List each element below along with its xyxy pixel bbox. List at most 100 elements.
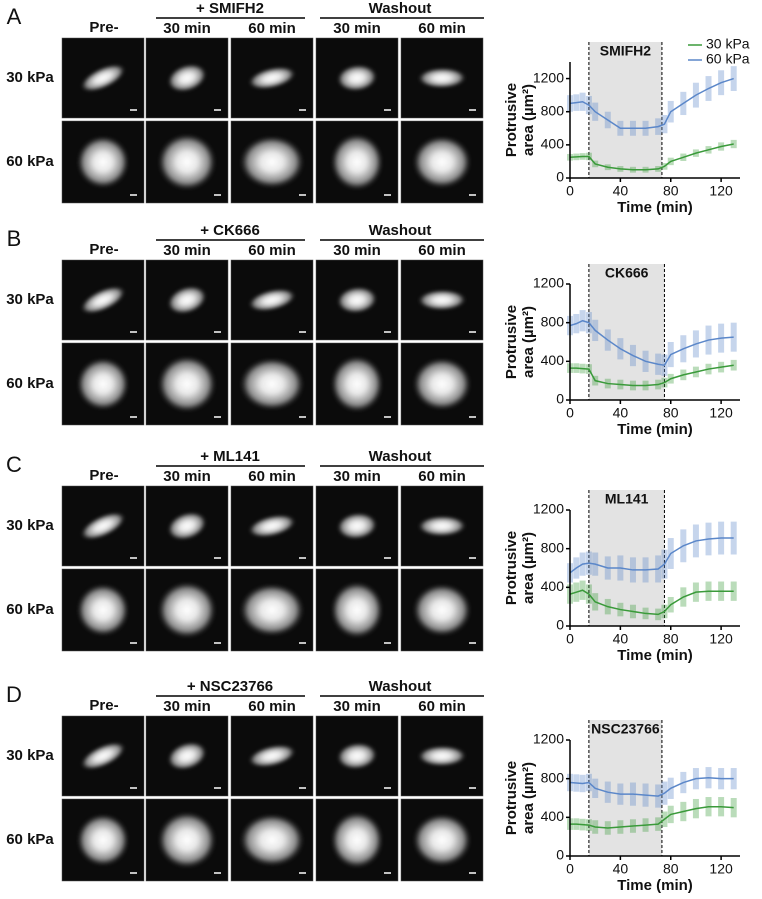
cell bbox=[248, 514, 296, 538]
x-tick-label: 40 bbox=[613, 183, 629, 199]
column-header: + CK666 bbox=[200, 222, 260, 239]
treatment-shade bbox=[588, 42, 662, 178]
cell bbox=[240, 584, 304, 636]
cell bbox=[337, 286, 377, 314]
cell bbox=[77, 136, 129, 188]
cell bbox=[158, 356, 216, 412]
cell bbox=[413, 584, 471, 636]
cell bbox=[413, 814, 471, 866]
row-label: 30 kPa bbox=[6, 291, 54, 308]
cell bbox=[80, 512, 126, 540]
x-tick-label: 40 bbox=[613, 861, 629, 877]
column-header: Washout bbox=[369, 222, 432, 239]
column-header: 30 min bbox=[163, 242, 211, 259]
cell bbox=[331, 812, 383, 868]
y-tick-label: 400 bbox=[541, 352, 565, 368]
cell bbox=[418, 289, 466, 311]
y-tick-label: 1200 bbox=[533, 275, 564, 291]
series-line bbox=[569, 77, 734, 130]
y-tick-label: 800 bbox=[541, 102, 565, 118]
x-tick-label: 0 bbox=[566, 631, 574, 647]
cell bbox=[418, 515, 466, 537]
cell bbox=[80, 286, 126, 314]
column-header: 30 min bbox=[163, 20, 211, 37]
series-line bbox=[569, 143, 734, 171]
treatment-label: SMIFH2 bbox=[600, 43, 652, 59]
y-axis-label: area (µm²) bbox=[520, 532, 537, 604]
y-tick-label: 0 bbox=[556, 617, 564, 633]
legend-label: 30 kPa bbox=[706, 36, 750, 52]
y-tick-label: 0 bbox=[556, 391, 564, 407]
cell bbox=[418, 67, 466, 89]
x-tick-label: 80 bbox=[663, 405, 679, 421]
x-tick-label: 120 bbox=[709, 405, 733, 421]
cell bbox=[413, 136, 471, 188]
cell bbox=[337, 742, 377, 770]
cell bbox=[80, 742, 126, 770]
column-header: 30 min bbox=[163, 698, 211, 715]
column-header: Pre- bbox=[89, 697, 118, 714]
treatment-label: ML141 bbox=[605, 491, 649, 507]
panel-letter: D bbox=[6, 682, 22, 707]
column-header: 30 min bbox=[333, 242, 381, 259]
column-header: 60 min bbox=[248, 242, 296, 259]
column-header: 60 min bbox=[248, 698, 296, 715]
cell bbox=[337, 64, 377, 92]
column-header: + ML141 bbox=[200, 448, 260, 465]
x-tick-label: 40 bbox=[613, 405, 629, 421]
y-axis-label: Protrusive bbox=[503, 761, 520, 835]
series-line bbox=[570, 364, 734, 387]
column-header: 30 min bbox=[163, 468, 211, 485]
cell bbox=[167, 742, 207, 770]
cell bbox=[413, 358, 471, 410]
y-tick-label: 1200 bbox=[533, 501, 564, 517]
column-header: Pre- bbox=[89, 467, 118, 484]
series-line bbox=[570, 805, 734, 829]
row-label: 30 kPa bbox=[6, 517, 54, 534]
row-label: 60 kPa bbox=[6, 375, 54, 392]
treatment-label: CK666 bbox=[605, 265, 649, 281]
treatment-shade bbox=[588, 720, 662, 856]
cell bbox=[331, 134, 383, 190]
column-header: Washout bbox=[369, 448, 432, 465]
cell bbox=[240, 814, 304, 866]
series-line bbox=[569, 589, 734, 616]
cell bbox=[167, 64, 207, 92]
treatment-label: NSC23766 bbox=[591, 721, 660, 737]
cell bbox=[248, 744, 296, 768]
x-tick-label: 0 bbox=[566, 861, 574, 877]
treatment-shade bbox=[588, 490, 665, 626]
cell bbox=[77, 584, 129, 636]
column-header: 60 min bbox=[248, 20, 296, 37]
y-axis-label: Protrusive bbox=[503, 83, 520, 157]
series-line bbox=[569, 537, 734, 574]
cell bbox=[248, 288, 296, 312]
row-label: 60 kPa bbox=[6, 153, 54, 170]
y-tick-label: 1200 bbox=[533, 731, 564, 747]
column-header: 60 min bbox=[418, 20, 466, 37]
legend-label: 60 kPa bbox=[706, 51, 750, 67]
y-tick-label: 800 bbox=[541, 313, 565, 329]
series-line bbox=[569, 319, 734, 367]
column-header: 60 min bbox=[418, 698, 466, 715]
column-header: + SMIFH2 bbox=[196, 0, 264, 17]
treatment-shade bbox=[588, 264, 665, 400]
y-tick-label: 1200 bbox=[533, 69, 564, 85]
x-tick-label: 80 bbox=[663, 861, 679, 877]
y-tick-label: 400 bbox=[541, 808, 565, 824]
cell bbox=[158, 134, 216, 190]
panel-letter: A bbox=[7, 4, 22, 29]
cell bbox=[337, 512, 377, 540]
row-label: 30 kPa bbox=[6, 747, 54, 764]
cell bbox=[418, 745, 466, 767]
row-label: 60 kPa bbox=[6, 831, 54, 848]
x-tick-label: 0 bbox=[566, 405, 574, 421]
y-axis-label: area (µm²) bbox=[520, 762, 537, 834]
y-tick-label: 800 bbox=[541, 539, 565, 555]
cell bbox=[158, 812, 216, 868]
y-tick-label: 400 bbox=[541, 578, 565, 594]
series-line bbox=[569, 776, 734, 797]
column-header: + NSC23766 bbox=[187, 678, 273, 695]
y-axis-label: Protrusive bbox=[503, 305, 520, 379]
row-label: 30 kPa bbox=[6, 69, 54, 86]
